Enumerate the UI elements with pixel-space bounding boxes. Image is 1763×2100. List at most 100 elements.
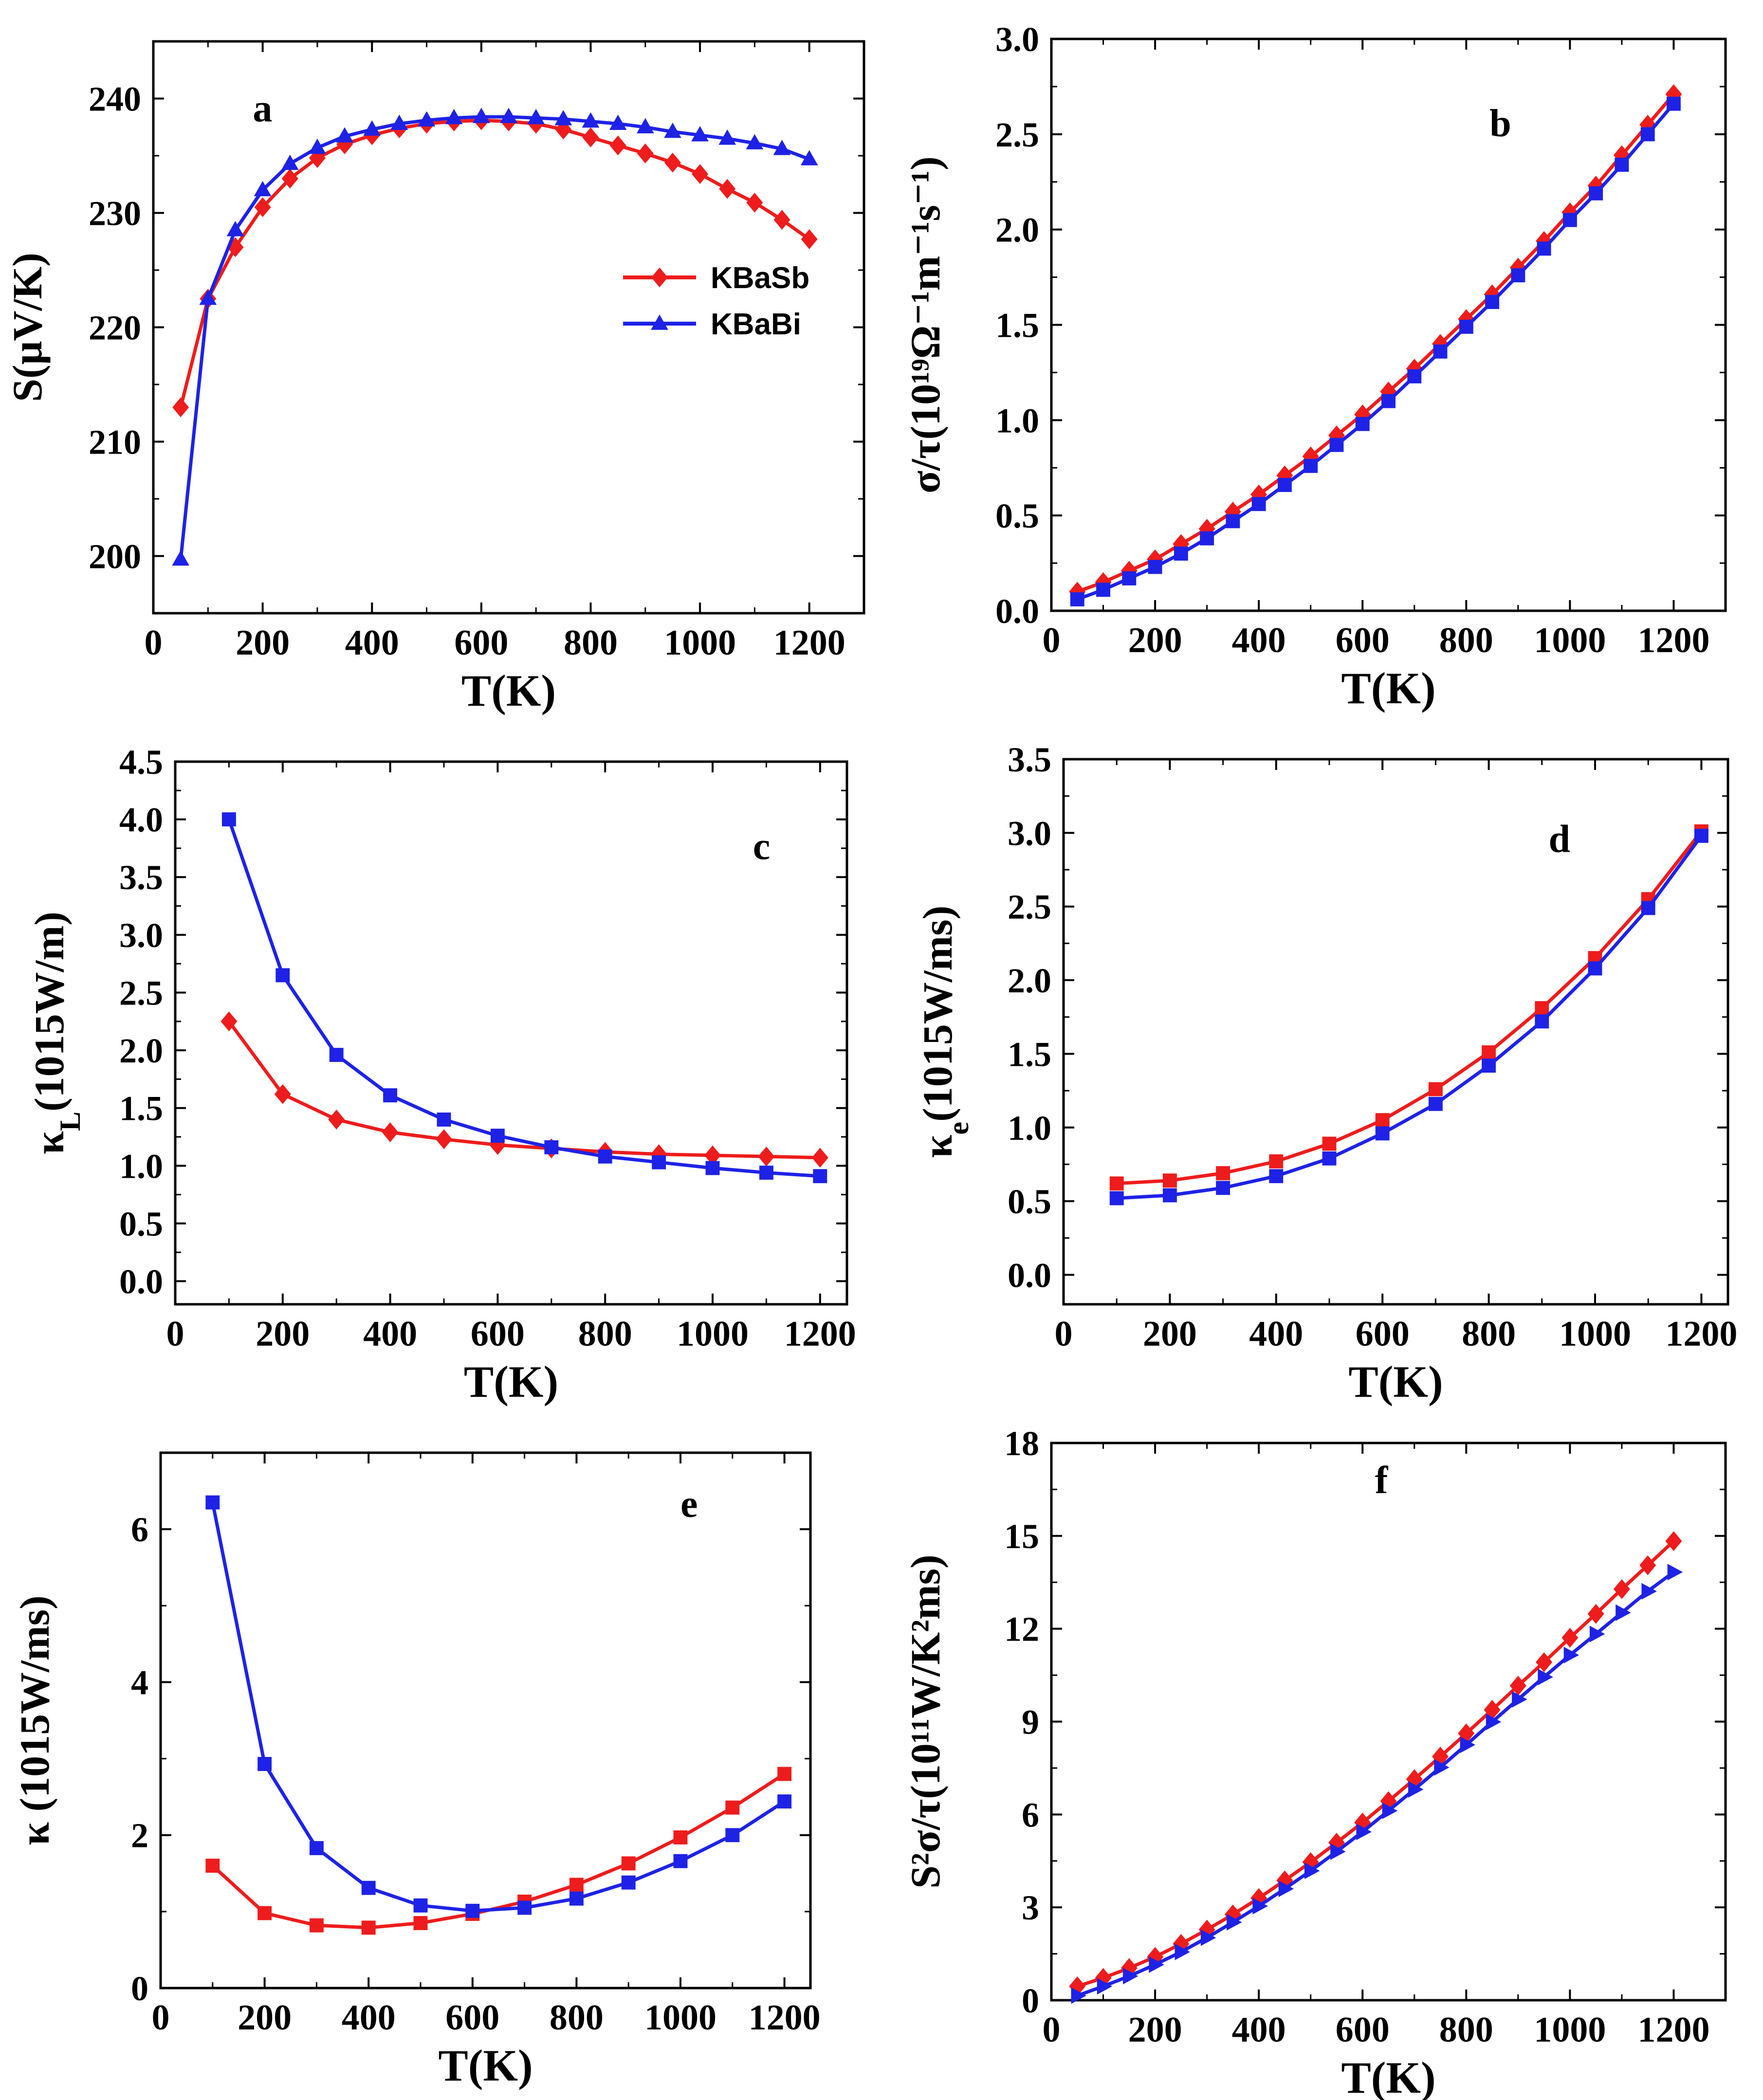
panel-b-point-KBaBi	[1304, 458, 1318, 473]
panel-d-point-KBaBi	[1269, 1169, 1284, 1184]
panel-b-point-KBaSb	[1639, 114, 1656, 135]
panel-f-point-KBaBi	[1616, 1604, 1631, 1621]
panel-a-xtick-label: 600	[454, 623, 508, 663]
panel-f-series-KBaSb	[1069, 1531, 1682, 1996]
panel-c-point-KBaSb	[382, 1122, 399, 1142]
panel-c-xtick-label: 800	[578, 1314, 632, 1354]
panel-d-point-KBaBi	[1322, 1151, 1337, 1166]
panel-b-xtick-label: 1200	[1637, 621, 1709, 660]
panel-d-point-KBaBi	[1588, 961, 1602, 976]
panel-c-point-KBaBi	[652, 1155, 666, 1169]
panel-f-point-KBaBi	[1200, 1929, 1216, 1946]
panel-c-series-KBaBi	[221, 812, 827, 1184]
panel-d-point-KBaBi	[1216, 1181, 1230, 1195]
panel-a-point-KBaBi	[172, 550, 190, 566]
panel-e-ytick-label: 6	[131, 1510, 148, 1549]
panel-d-point-KBaSb	[1375, 1113, 1390, 1128]
panel-e-xtick-label: 400	[342, 1998, 396, 2038]
panel-c-point-KBaSb	[758, 1146, 775, 1167]
panel-d-ytick-label: 2.0	[1008, 961, 1051, 1000]
panel-c: 0 200 400 600 800 1000 1200 0.0 0.5 1.0 1.5 2.0 2.5 3…	[26, 743, 856, 1406]
panel-e-xtick-label: 200	[238, 1998, 292, 2038]
panel-b-point-KBaBi	[1122, 571, 1137, 585]
panel-f-point-KBaBi	[1641, 1583, 1657, 1600]
panel-e-point-KBaBi	[517, 1900, 532, 1915]
panel-a-legend-marker	[651, 314, 668, 330]
panel-b-ytick-label: 0.5	[995, 496, 1039, 535]
panel-e-ytick-label: 0	[131, 1969, 148, 2008]
panel-b-ytick-label: 0.0	[995, 592, 1039, 631]
panel-a-point-KBaBi	[281, 154, 299, 170]
panel-c-point-KBaSb	[436, 1129, 452, 1150]
panel-b-point-KBaBi	[1485, 295, 1500, 309]
panel-c-line-KBaBi	[227, 819, 821, 1178]
panel-b-point-KBaBi	[1174, 547, 1188, 561]
panel-f-point-KBaSb	[1613, 1579, 1630, 1599]
panel-d-point-KBaSb	[1216, 1166, 1230, 1181]
panel-f-point-KBaSb	[1458, 1723, 1475, 1744]
panel-f-point-KBaBi	[1071, 1987, 1086, 2004]
panel-a-legend-label: KBaBi	[711, 308, 801, 341]
panel-b-ytick-label: 1.0	[995, 401, 1039, 440]
panel-f-point-KBaBi	[1304, 1863, 1320, 1880]
panel-b-point-KBaBi	[1433, 344, 1448, 359]
panel-c-ytick-label: 0.5	[119, 1205, 163, 1243]
panel-f-point-KBaBi	[1563, 1646, 1579, 1663]
panel-a-point-KBaBi	[199, 290, 217, 305]
panel-c-point-KBaBi	[275, 968, 290, 983]
panel-a-point-KBaSb	[336, 134, 353, 154]
panel-d-point-KBaSb	[1482, 1045, 1496, 1059]
panel-a-legend-marker	[651, 267, 668, 288]
panel-f-letter: f	[1375, 1459, 1389, 1502]
panel-b-ytick-label: 3.0	[995, 20, 1039, 59]
panel-b-point-KBaSb	[1250, 484, 1267, 505]
panel-d-point-KBaSb	[1428, 1082, 1443, 1096]
panel-c-point-KBaBi	[544, 1140, 559, 1154]
panel-a-point-KBaBi	[254, 181, 272, 197]
panel-c-point-KBaSb	[328, 1110, 345, 1130]
panel-f-ytick-label: 18	[1004, 1424, 1039, 1463]
panel-f-point-KBaBi	[1356, 1823, 1372, 1840]
panel-a-point-KBaBi	[773, 140, 791, 155]
panel-a-point-KBaSb	[801, 229, 818, 249]
panel-e-line-KBaBi	[211, 1502, 786, 1913]
panel-b-xlabel: T(K)	[1341, 663, 1435, 713]
panel-d-xtick-label: 400	[1249, 1314, 1303, 1354]
panel-c-point-KBaBi	[221, 812, 236, 827]
panel-d-xtick-label: 200	[1143, 1314, 1197, 1354]
panel-f-point-KBaSb	[1276, 1870, 1293, 1891]
panel-b-point-KBaBi	[1589, 186, 1603, 201]
panel-b-point-KBaBi	[1277, 478, 1292, 492]
panel-a-xtick-label: 200	[236, 623, 290, 663]
panel-a-point-KBaSb	[281, 168, 298, 189]
panel-e-point-KBaSb	[257, 1906, 272, 1920]
panel-f-point-KBaBi	[1589, 1625, 1605, 1643]
panel-a-point-KBaBi	[226, 221, 244, 237]
panel-a-point-KBaBi	[527, 109, 545, 125]
panel-f-point-KBaSb	[1536, 1652, 1553, 1672]
panel-d-point-KBaSb	[1322, 1136, 1337, 1151]
panel-f-xtick-label: 1000	[1534, 2010, 1606, 2050]
panel-c-point-KBaBi	[383, 1088, 398, 1103]
panel-f-point-KBaBi	[1175, 1943, 1191, 1960]
panel-e-point-KBaBi	[569, 1891, 584, 1906]
panel-d-point-KBaBi	[1109, 1191, 1124, 1205]
panel-d-series-KBaSb	[1109, 824, 1708, 1191]
panel-d-point-KBaSb	[1109, 1176, 1124, 1191]
panel-e-xtick-label: 600	[445, 1998, 499, 2038]
panel-a-point-KBaBi	[418, 111, 436, 127]
panel-f-point-KBaBi	[1149, 1956, 1164, 1973]
panel-f-xtick-label: 400	[1232, 2010, 1286, 2050]
panel-a-xtick-label: 800	[564, 623, 618, 663]
panel-a-ylabel: S(μV/K)	[4, 253, 51, 402]
panel-b-xtick-label: 1000	[1534, 621, 1606, 660]
panel-e-point-KBaSb	[673, 1830, 688, 1844]
panel-f-point-KBaSb	[1250, 1888, 1267, 1908]
panel-f-point-KBaSb	[1561, 1627, 1579, 1648]
panel-b-line-KBaBi	[1077, 102, 1675, 601]
panel-f-point-KBaBi	[1382, 1802, 1398, 1819]
panel-b-xtick-label: 600	[1336, 621, 1390, 660]
panel-f-ytick-label: 0	[1022, 1981, 1039, 2020]
panel-d-line-KBaBi	[1117, 835, 1703, 1200]
